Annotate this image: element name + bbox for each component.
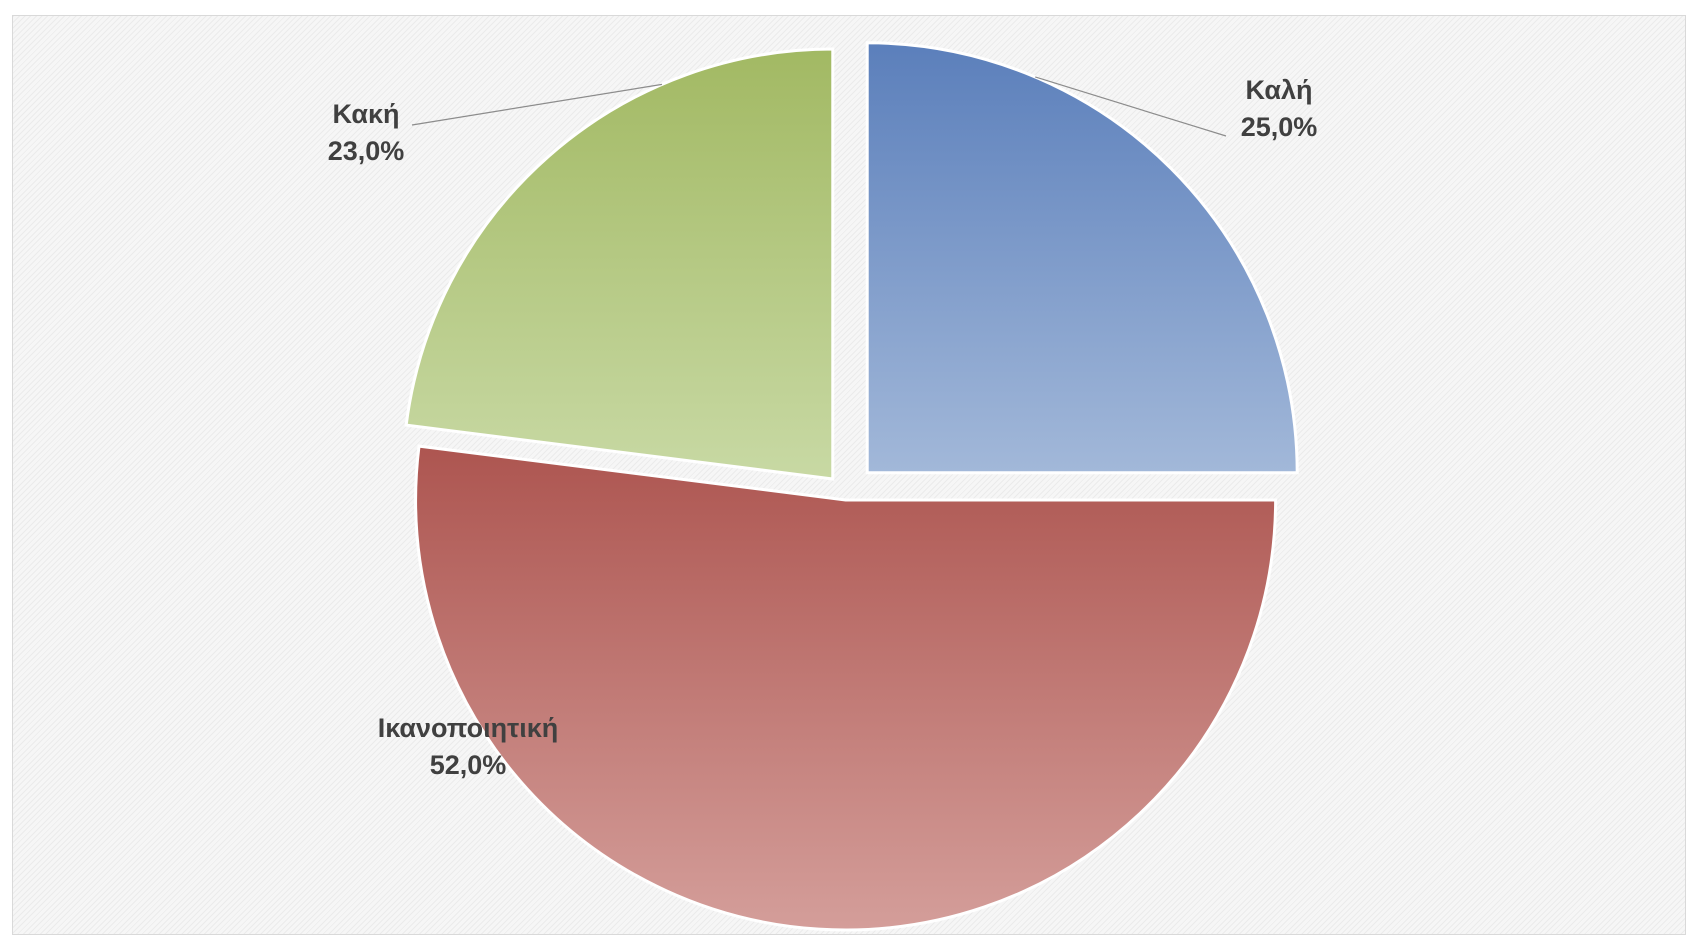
pie-slice-kaki <box>404 47 835 481</box>
slice-label-kaki: Κακή 23,0% <box>328 99 405 166</box>
slice-label-value: 23,0% <box>328 136 405 166</box>
slices-layer <box>404 41 1299 932</box>
pie-slice-ikanopoiitiki <box>414 444 1278 932</box>
slice-label-ikanopoiitiki: Ικανοποιητική 52,0% <box>378 713 559 780</box>
chart-area <box>12 15 1686 935</box>
slice-label-name: Καλή <box>1246 75 1313 105</box>
leader-line-kaki <box>411 83 663 126</box>
slice-label-name: Κακή <box>332 99 399 129</box>
leader-lines-layer <box>411 76 1227 137</box>
slice-label-value: 25,0% <box>1241 112 1318 142</box>
slice-label-name: Ικανοποιητική <box>378 713 559 743</box>
slice-label-kali: Καλή 25,0% <box>1241 75 1318 142</box>
pie-slice-kali <box>865 41 1299 475</box>
leader-line-kali <box>1035 76 1227 137</box>
slice-label-value: 52,0% <box>430 750 507 780</box>
